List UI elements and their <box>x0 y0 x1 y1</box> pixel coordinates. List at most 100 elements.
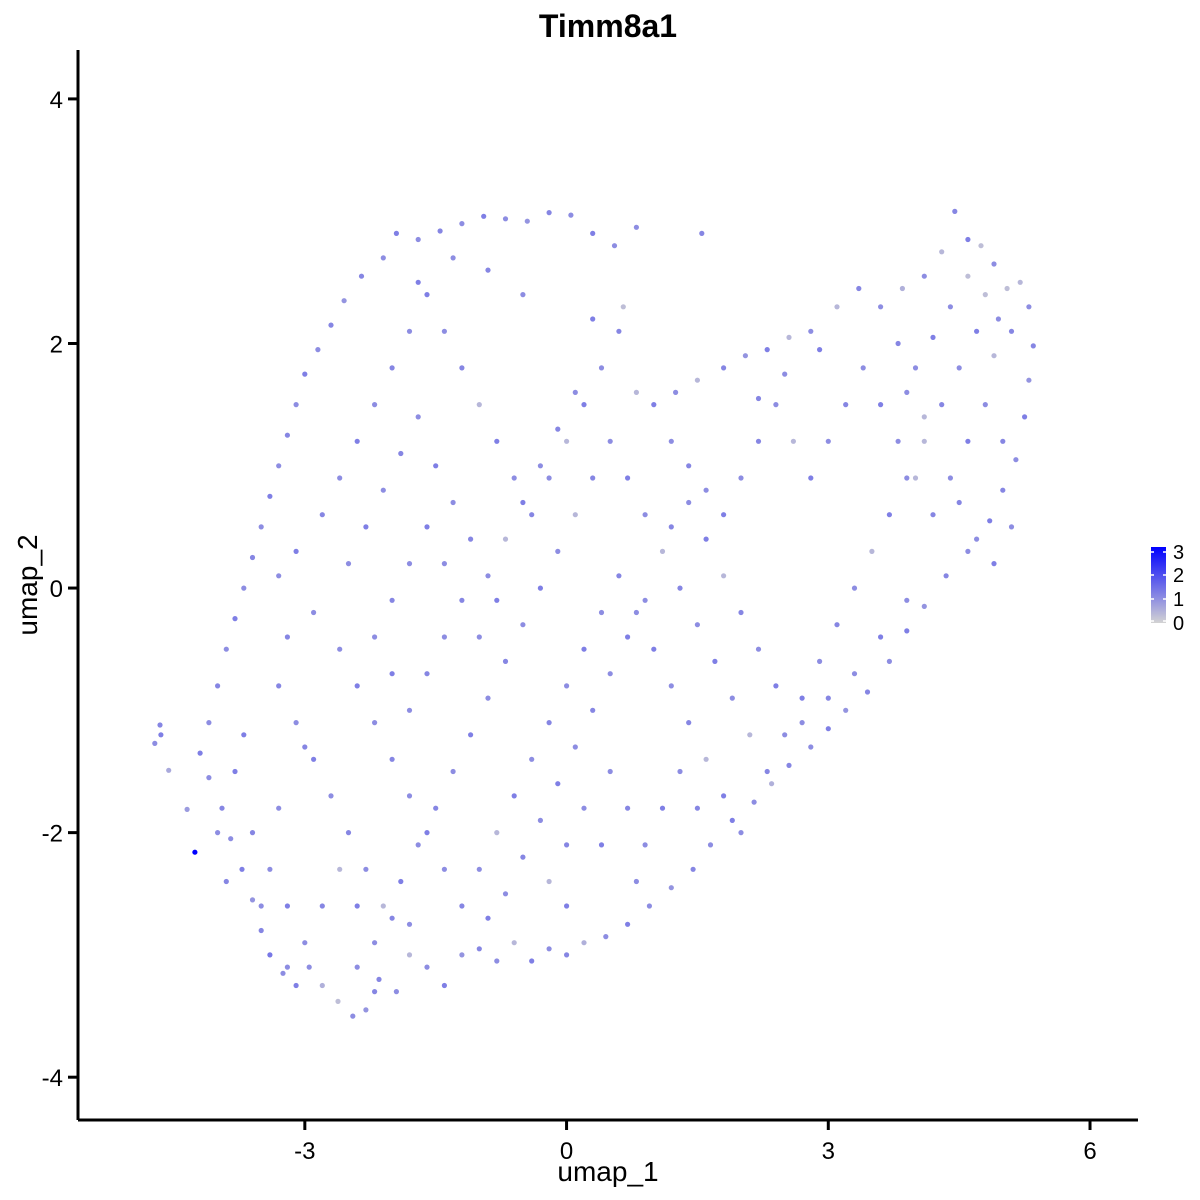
cell-point <box>502 891 509 897</box>
cell-point <box>851 671 858 677</box>
cell-point <box>537 463 544 469</box>
cell-point <box>546 475 552 481</box>
cell-point <box>406 561 413 567</box>
cell-point <box>337 646 343 652</box>
cell-point <box>564 438 570 444</box>
cell-point <box>895 340 901 347</box>
cell-point <box>651 646 657 652</box>
cell-point <box>555 781 561 787</box>
cell-point <box>625 634 631 640</box>
cell-point <box>350 1013 356 1019</box>
cell-point <box>319 903 325 909</box>
cell-point <box>354 683 360 689</box>
cell-point <box>686 499 692 506</box>
cell-point <box>747 732 753 738</box>
cell-point <box>267 952 273 958</box>
cell-point <box>459 365 465 371</box>
cell-point <box>494 830 500 836</box>
cell-point <box>878 402 884 408</box>
cell-point <box>293 402 299 408</box>
cell-point <box>572 744 578 750</box>
y-tick-label: -4 <box>42 1065 63 1092</box>
cell-point <box>930 334 936 340</box>
cell-point <box>166 767 172 773</box>
cell-point <box>311 609 317 616</box>
cell-point <box>581 646 587 652</box>
cell-point <box>764 768 770 775</box>
x-tick-label: 3 <box>822 1138 835 1165</box>
cell-point <box>808 328 814 334</box>
cell-point <box>537 585 544 591</box>
cell-point <box>502 536 509 542</box>
cell-point <box>851 585 858 591</box>
cell-point <box>380 255 386 261</box>
y-tick-label: 4 <box>50 87 63 114</box>
cell-point <box>398 878 404 885</box>
cell-point <box>633 224 640 230</box>
cell-point <box>921 414 927 420</box>
cell-point <box>721 793 727 799</box>
cell-point <box>232 768 238 775</box>
cell-point <box>782 371 788 377</box>
cell-point <box>987 518 993 524</box>
cell-point <box>406 707 413 713</box>
cell-point <box>249 830 256 836</box>
cell-point <box>258 927 264 934</box>
cell-point <box>459 221 465 227</box>
cell-point <box>424 830 430 836</box>
cell-point <box>249 554 256 561</box>
cell-point <box>886 658 893 665</box>
cell-point <box>786 762 792 769</box>
cell-point <box>668 683 674 689</box>
cell-point <box>276 683 282 689</box>
cell-point <box>228 836 234 842</box>
cell-point <box>328 322 334 328</box>
cell-point <box>620 304 626 310</box>
y-axis-title: umap_2 <box>12 534 43 635</box>
cell-point <box>939 249 945 255</box>
cell-point <box>293 720 299 726</box>
cell-point <box>546 210 552 216</box>
cell-point <box>904 475 910 481</box>
cell-point <box>703 487 709 493</box>
cell-point <box>476 402 482 408</box>
cell-point <box>372 940 378 946</box>
cell-point <box>459 903 465 909</box>
cell-point <box>372 720 378 726</box>
x-tick-label: 0 <box>560 1138 573 1165</box>
cell-point <box>450 255 456 261</box>
cell-point <box>598 365 605 371</box>
cell-point <box>694 805 701 811</box>
cell-point <box>769 781 775 787</box>
cell-point <box>1008 328 1015 334</box>
y-tick-label: 2 <box>50 331 63 358</box>
cell-point <box>511 475 517 481</box>
cell-point <box>415 842 421 848</box>
cell-point <box>603 934 609 940</box>
cell-point <box>206 720 212 726</box>
cell-point <box>354 903 360 909</box>
cell-point <box>380 487 386 493</box>
cell-point <box>564 952 570 958</box>
cell-point <box>529 958 535 964</box>
cell-point <box>965 548 971 555</box>
cell-point <box>555 548 561 555</box>
cell-point <box>572 389 578 395</box>
cell-point <box>476 946 482 952</box>
cell-point <box>764 347 770 353</box>
cell-point <box>363 866 369 872</box>
cell-point <box>590 475 596 481</box>
cell-point <box>611 243 618 249</box>
cell-point <box>904 389 910 395</box>
cell-point <box>1000 487 1006 493</box>
cell-point <box>437 228 443 234</box>
cell-point <box>843 707 849 713</box>
cell-point <box>232 616 238 622</box>
cell-point <box>607 671 613 677</box>
cell-point <box>625 475 631 481</box>
cell-point <box>215 830 221 836</box>
cell-point <box>354 438 360 444</box>
cell-point <box>965 236 971 243</box>
cell-point <box>642 597 648 603</box>
cell-point <box>354 964 360 970</box>
